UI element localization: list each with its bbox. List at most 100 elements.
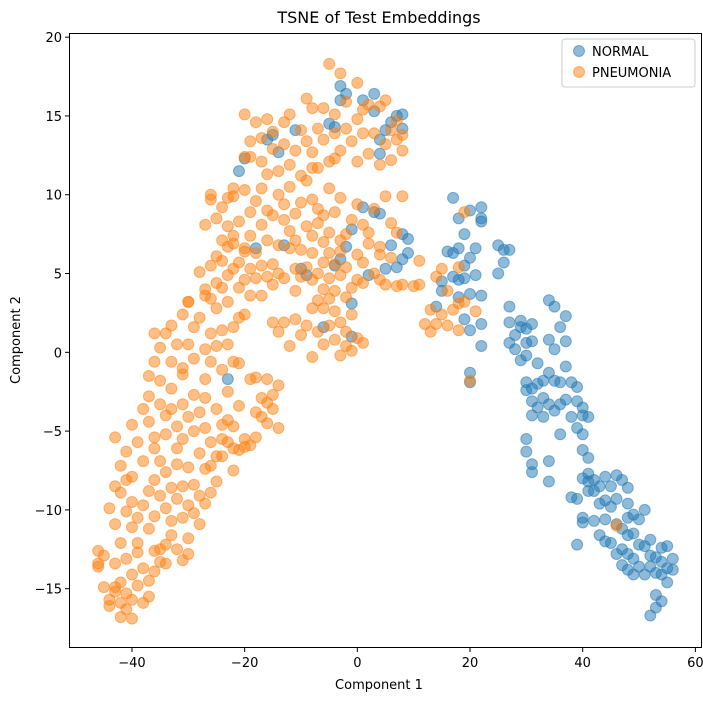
point-pneumonia bbox=[255, 218, 268, 231]
point-pneumonia bbox=[131, 436, 144, 449]
point-pneumonia bbox=[176, 308, 189, 321]
point-pneumonia bbox=[283, 180, 296, 193]
point-normal bbox=[509, 343, 522, 356]
point-pneumonia bbox=[249, 195, 262, 207]
point-pneumonia bbox=[137, 455, 150, 468]
point-pneumonia bbox=[187, 507, 200, 520]
point-pneumonia bbox=[306, 102, 319, 115]
point-normal bbox=[469, 242, 482, 255]
point-pneumonia bbox=[165, 382, 178, 395]
point-pneumonia bbox=[216, 450, 229, 463]
point-pneumonia bbox=[148, 327, 161, 340]
point-pneumonia bbox=[413, 254, 426, 267]
point-pneumonia bbox=[120, 445, 133, 458]
point-pneumonia bbox=[103, 600, 116, 612]
point-pneumonia bbox=[182, 548, 195, 560]
point-normal bbox=[559, 310, 572, 323]
point-normal bbox=[661, 576, 674, 589]
point-normal bbox=[604, 537, 617, 549]
point-pneumonia bbox=[171, 338, 183, 351]
point-pneumonia bbox=[221, 385, 234, 398]
point-normal bbox=[666, 563, 679, 576]
point-pneumonia bbox=[114, 486, 127, 499]
point-pneumonia bbox=[328, 305, 341, 318]
point-normal bbox=[368, 87, 381, 100]
point-pneumonia bbox=[323, 272, 336, 285]
point-normal bbox=[402, 232, 414, 245]
point-normal bbox=[644, 533, 657, 546]
point-pneumonia bbox=[441, 319, 454, 332]
point-pneumonia bbox=[204, 486, 217, 499]
point-pneumonia bbox=[334, 191, 347, 204]
point-pneumonia bbox=[244, 135, 257, 148]
point-pneumonia bbox=[300, 261, 313, 274]
point-pneumonia bbox=[261, 373, 274, 386]
point-pneumonia bbox=[272, 188, 285, 201]
point-pneumonia bbox=[176, 511, 189, 524]
point-pneumonia bbox=[317, 256, 330, 269]
point-pneumonia bbox=[289, 144, 302, 157]
point-normal bbox=[542, 475, 555, 488]
point-pneumonia bbox=[452, 261, 465, 274]
point-pneumonia bbox=[109, 431, 122, 444]
y-tick-label: 15 bbox=[45, 110, 62, 125]
point-pneumonia bbox=[311, 122, 324, 135]
point-pneumonia bbox=[176, 398, 189, 411]
point-pneumonia bbox=[171, 543, 183, 556]
point-pneumonia bbox=[351, 155, 364, 168]
point-pneumonia bbox=[328, 206, 341, 219]
point-pneumonia bbox=[171, 458, 183, 471]
point-pneumonia bbox=[334, 245, 347, 258]
x-tick-label: 60 bbox=[687, 656, 703, 671]
point-pneumonia bbox=[233, 399, 245, 412]
point-pneumonia bbox=[334, 349, 347, 362]
point-pneumonia bbox=[142, 574, 155, 587]
point-pneumonia bbox=[317, 302, 330, 315]
point-normal bbox=[559, 360, 572, 373]
point-pneumonia bbox=[204, 459, 217, 472]
point-pneumonia bbox=[204, 193, 217, 206]
point-pneumonia bbox=[362, 98, 375, 111]
point-normal bbox=[475, 201, 488, 214]
point-pneumonia bbox=[311, 325, 324, 338]
point-normal bbox=[666, 552, 679, 565]
point-normal bbox=[458, 313, 471, 326]
point-normal bbox=[588, 514, 600, 527]
point-pneumonia bbox=[126, 496, 138, 508]
point-pneumonia bbox=[458, 295, 471, 308]
point-pneumonia bbox=[266, 403, 279, 415]
point-pneumonia bbox=[148, 442, 161, 455]
point-normal bbox=[559, 393, 572, 406]
point-pneumonia bbox=[283, 158, 296, 171]
y-tick-label: −5 bbox=[43, 425, 62, 440]
point-normal bbox=[492, 267, 505, 280]
point-pneumonia bbox=[210, 302, 223, 315]
point-pneumonia bbox=[176, 362, 189, 375]
point-pneumonia bbox=[351, 198, 364, 211]
point-normal bbox=[576, 516, 589, 529]
y-tick-label: 20 bbox=[45, 31, 62, 46]
point-pneumonia bbox=[261, 113, 274, 126]
point-pneumonia bbox=[255, 155, 268, 168]
point-pneumonia bbox=[216, 363, 229, 376]
point-pneumonia bbox=[216, 281, 229, 294]
point-pneumonia bbox=[142, 390, 155, 403]
point-pneumonia bbox=[266, 278, 279, 291]
point-pneumonia bbox=[238, 273, 251, 286]
point-pneumonia bbox=[204, 436, 217, 449]
point-pneumonia bbox=[154, 489, 167, 502]
point-normal bbox=[475, 318, 488, 330]
x-tick-label: 20 bbox=[462, 656, 479, 671]
point-pneumonia bbox=[385, 154, 398, 167]
point-pneumonia bbox=[165, 355, 178, 368]
point-normal bbox=[599, 513, 612, 526]
point-pneumonia bbox=[334, 67, 347, 80]
point-pneumonia bbox=[171, 492, 183, 505]
point-normal bbox=[503, 300, 516, 313]
point-pneumonia bbox=[210, 340, 223, 352]
point-pneumonia bbox=[244, 206, 257, 219]
point-pneumonia bbox=[126, 612, 138, 625]
point-pneumonia bbox=[255, 182, 268, 195]
point-normal bbox=[475, 289, 488, 302]
point-pneumonia bbox=[373, 240, 386, 253]
